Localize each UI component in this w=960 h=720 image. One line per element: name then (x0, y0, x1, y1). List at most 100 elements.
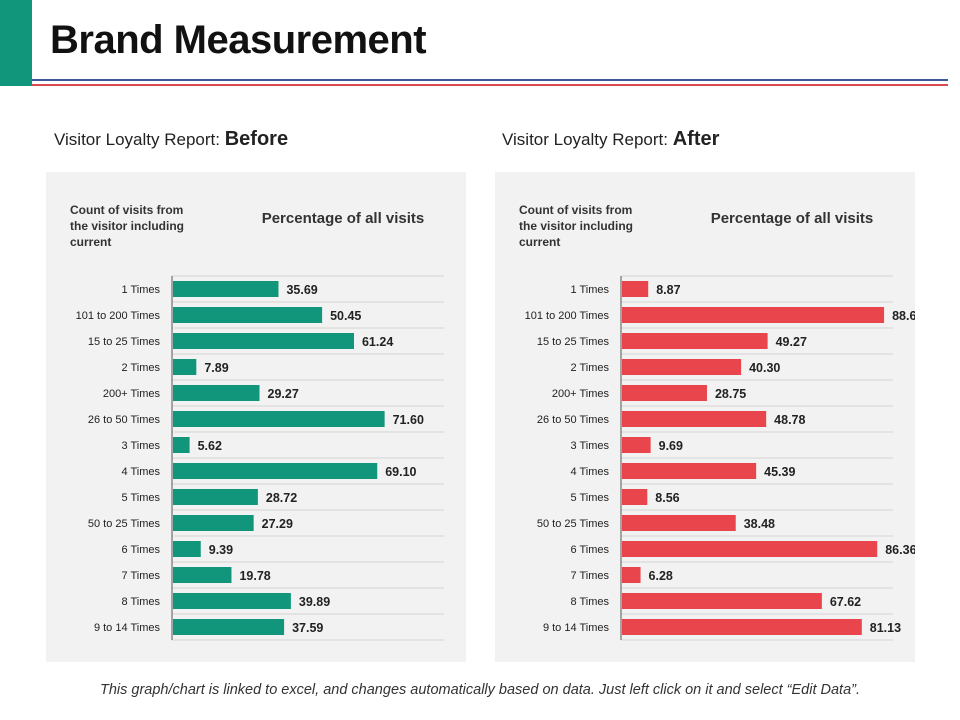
category-header: Count of visits from the visitor includin… (519, 203, 633, 249)
category-label: 26 to 50 Times (537, 414, 610, 426)
page-title: Brand Measurement (50, 18, 427, 62)
bar[interactable] (173, 437, 190, 453)
data-label: 88.67 (892, 309, 915, 323)
after-chart[interactable]: Count of visits from the visitor includin… (495, 172, 915, 662)
bar[interactable] (622, 619, 862, 635)
category-label: 101 to 200 Times (76, 310, 161, 322)
data-label: 86.36 (885, 543, 915, 557)
category-label: 26 to 50 Times (88, 414, 161, 426)
data-label: 9.39 (209, 543, 233, 557)
category-label: 8 Times (121, 596, 160, 608)
bar[interactable] (173, 489, 258, 505)
category-label: 1 Times (570, 284, 609, 296)
data-label: 38.48 (744, 517, 775, 531)
bar[interactable] (173, 307, 323, 323)
value-header: Percentage of all visits (262, 210, 425, 227)
header-rule-blue (32, 79, 948, 81)
data-label: 8.56 (655, 491, 679, 505)
category-label: 50 to 25 Times (537, 518, 610, 530)
bar[interactable] (173, 333, 354, 349)
bar[interactable] (622, 437, 651, 453)
bar[interactable] (173, 463, 378, 479)
data-label: 7.89 (204, 361, 228, 375)
bar[interactable] (622, 411, 767, 427)
bar[interactable] (173, 567, 232, 583)
data-label: 37.59 (292, 621, 323, 635)
category-label: 7 Times (570, 570, 609, 582)
value-header: Percentage of all visits (711, 210, 874, 227)
category-label: 4 Times (570, 466, 609, 478)
before-title-prefix: Visitor Loyalty Report: (54, 130, 225, 149)
data-label: 28.72 (266, 491, 297, 505)
bar[interactable] (173, 385, 260, 401)
bar[interactable] (173, 359, 197, 375)
data-label: 69.10 (385, 465, 416, 479)
category-label: 6 Times (570, 544, 609, 556)
data-label: 6.28 (649, 569, 673, 583)
category-label: 101 to 200 Times (525, 310, 610, 322)
before-title-emphasis: Before (224, 128, 289, 150)
footer-note: This graph/chart is linked to excel, and… (99, 682, 861, 698)
bar[interactable] (622, 593, 822, 609)
data-label: 5.62 (198, 439, 222, 453)
category-label: 15 to 25 Times (88, 336, 161, 348)
after-report-title: Visitor Loyalty Report: After (502, 128, 719, 151)
after-title-emphasis: After (672, 128, 720, 150)
data-label: 39.89 (299, 595, 330, 609)
category-label: 2 Times (121, 362, 160, 374)
bar[interactable] (622, 333, 768, 349)
data-label: 81.13 (870, 621, 901, 635)
bar[interactable] (622, 541, 878, 557)
bar[interactable] (622, 359, 742, 375)
category-label: 6 Times (121, 544, 160, 556)
data-label: 9.69 (659, 439, 683, 453)
category-label: 8 Times (570, 596, 609, 608)
category-label: 2 Times (570, 362, 609, 374)
data-label: 45.39 (764, 465, 795, 479)
data-label: 61.24 (362, 335, 393, 349)
bar[interactable] (622, 307, 885, 323)
category-label: 7 Times (121, 570, 160, 582)
data-label: 67.62 (830, 595, 861, 609)
category-label: 200+ Times (552, 388, 610, 400)
category-header: Count of visits from the visitor includin… (70, 203, 184, 249)
after-chart-panel[interactable]: Count of visits from the visitor includin… (495, 172, 915, 662)
bar[interactable] (173, 619, 285, 635)
bar[interactable] (622, 515, 736, 531)
bar[interactable] (173, 411, 385, 427)
data-label: 40.30 (749, 361, 780, 375)
bar[interactable] (622, 463, 757, 479)
category-label: 5 Times (121, 492, 160, 504)
category-label: 3 Times (570, 440, 609, 452)
category-label: 5 Times (570, 492, 609, 504)
category-label: 3 Times (121, 440, 160, 452)
before-chart[interactable]: Count of visits from the visitor includin… (46, 172, 466, 662)
header-rule-red (32, 84, 948, 86)
bar[interactable] (622, 385, 707, 401)
data-label: 71.60 (393, 413, 424, 427)
data-label: 8.87 (656, 283, 680, 297)
bar[interactable] (173, 541, 201, 557)
category-label: 1 Times (121, 284, 160, 296)
data-label: 48.78 (774, 413, 805, 427)
after-title-prefix: Visitor Loyalty Report: (502, 130, 673, 149)
data-label: 49.27 (776, 335, 807, 349)
before-chart-panel[interactable]: Count of visits from the visitor includin… (46, 172, 466, 662)
category-label: 9 to 14 Times (94, 622, 161, 634)
category-label: 15 to 25 Times (537, 336, 610, 348)
category-label: 50 to 25 Times (88, 518, 161, 530)
before-report-title: Visitor Loyalty Report: Before (54, 128, 288, 151)
bar[interactable] (622, 489, 648, 505)
category-label: 200+ Times (103, 388, 161, 400)
data-label: 28.75 (715, 387, 746, 401)
data-label: 19.78 (239, 569, 270, 583)
bar[interactable] (173, 281, 279, 297)
bar[interactable] (173, 593, 291, 609)
bar[interactable] (622, 567, 641, 583)
bar[interactable] (173, 515, 254, 531)
data-label: 27.29 (262, 517, 293, 531)
bar[interactable] (622, 281, 649, 297)
data-label: 35.69 (286, 283, 317, 297)
data-label: 29.27 (268, 387, 299, 401)
category-label: 9 to 14 Times (543, 622, 610, 634)
